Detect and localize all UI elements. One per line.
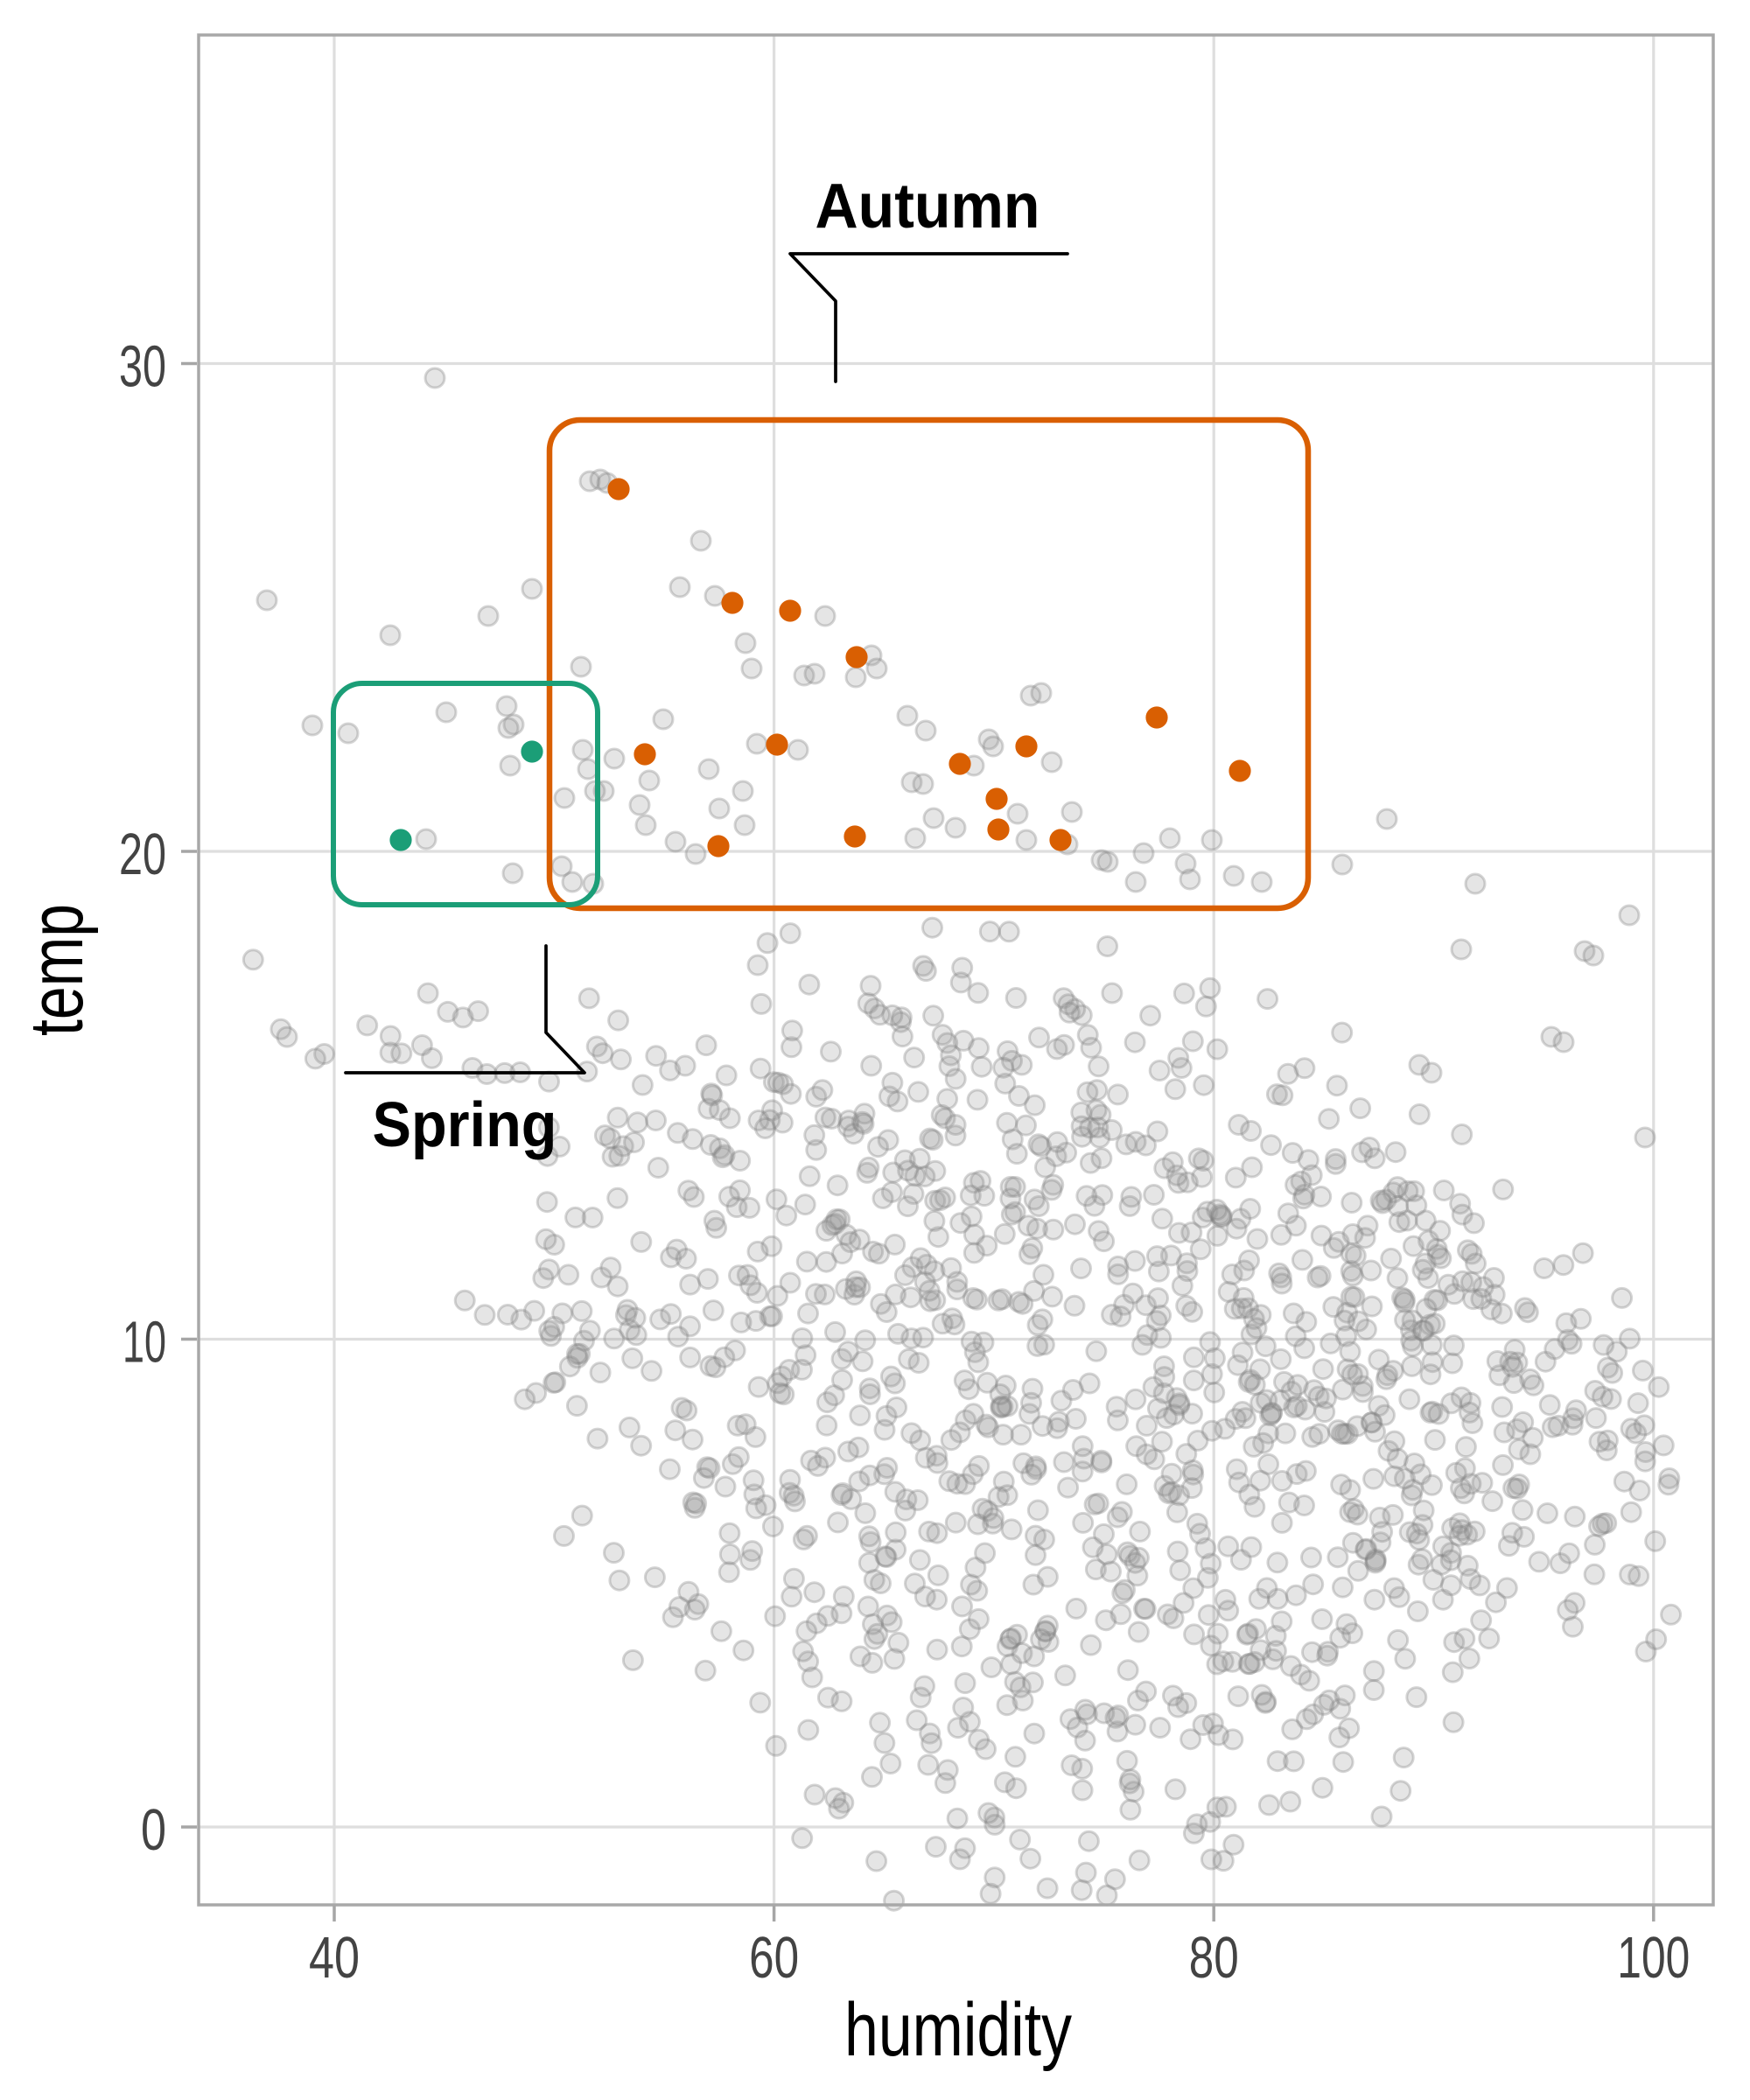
svg-text:80: 80 [1189,1925,1239,1991]
svg-text:humidity: humidity [844,1988,1072,2072]
svg-text:Spring: Spring [373,1090,557,1160]
svg-text:20: 20 [119,822,166,887]
svg-text:40: 40 [309,1925,360,1991]
svg-text:30: 30 [119,334,166,400]
svg-text:60: 60 [749,1925,799,1991]
svg-text:temp: temp [15,904,99,1036]
svg-text:Autumn: Autumn [816,172,1040,242]
svg-text:100: 100 [1617,1925,1690,1991]
svg-text:10: 10 [122,1310,166,1376]
svg-text:0: 0 [141,1797,166,1863]
